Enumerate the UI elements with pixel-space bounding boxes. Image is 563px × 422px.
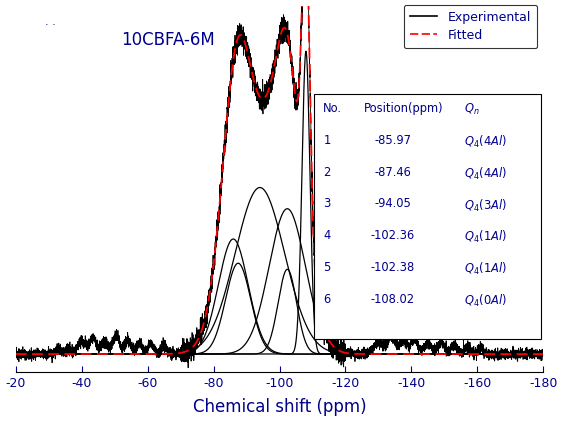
Text: 1: 1: [323, 134, 330, 147]
Text: -87.46: -87.46: [374, 165, 412, 179]
Text: 10CBFA-6M: 10CBFA-6M: [121, 32, 215, 49]
Text: $Q_4(4Al)$: $Q_4(4Al)$: [464, 165, 507, 182]
Text: $Q_4(3Al)$: $Q_4(3Al)$: [464, 197, 507, 214]
Text: $Q_4(0Al)$: $Q_4(0Al)$: [464, 293, 507, 309]
Text: 4: 4: [323, 229, 330, 242]
Text: $Q_4(1Al)$: $Q_4(1Al)$: [464, 229, 507, 246]
Text: -94.05: -94.05: [374, 197, 412, 211]
Text: $Q_n$: $Q_n$: [464, 102, 480, 117]
Text: $Q_4(4Al)$: $Q_4(4Al)$: [464, 134, 507, 150]
Text: -108.02: -108.02: [371, 293, 415, 306]
Text: 5: 5: [323, 261, 330, 274]
Text: $Q_4(1Al)$: $Q_4(1Al)$: [464, 261, 507, 277]
Text: -85.97: -85.97: [374, 134, 412, 147]
Legend: Experimental, Fitted: Experimental, Fitted: [404, 5, 537, 48]
Text: . .: . .: [44, 17, 56, 27]
Text: No.: No.: [323, 102, 342, 115]
Text: 6: 6: [323, 293, 330, 306]
Text: 2: 2: [323, 165, 330, 179]
Text: 3: 3: [323, 197, 330, 211]
Text: -102.38: -102.38: [371, 261, 415, 274]
Text: -102.36: -102.36: [371, 229, 415, 242]
X-axis label: Chemical shift (ppm): Chemical shift (ppm): [193, 398, 367, 417]
Text: Position(ppm): Position(ppm): [364, 102, 444, 115]
Bar: [314, 94, 540, 339]
